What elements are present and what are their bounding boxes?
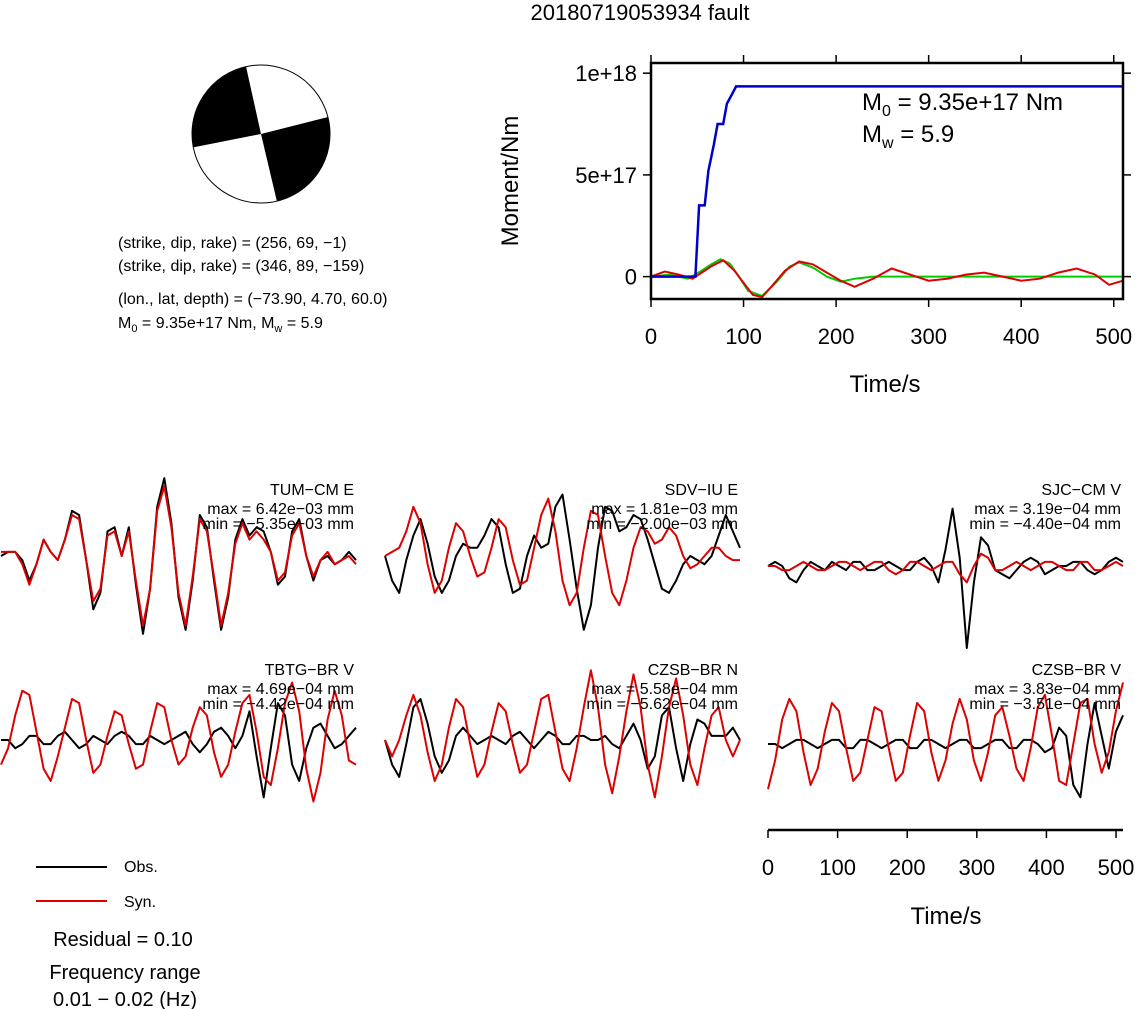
station-max: max = 3.83e−04 mm xyxy=(974,681,1121,698)
syn-trace xyxy=(1,485,357,627)
station-min: min = −3.51e−04 mm xyxy=(969,696,1121,713)
moment-x-tick-label: 100 xyxy=(725,324,762,349)
syn-trace xyxy=(767,682,1124,790)
moment-x-tick-label: 200 xyxy=(818,324,855,349)
moment-x-tick-label: 400 xyxy=(1003,324,1040,349)
moment-series xyxy=(650,85,1124,299)
station-min: min = −5.35e−03 mm xyxy=(202,516,354,533)
moment-axes: 0 100 200 300 400 500 0 5e+17 1e+18 xyxy=(575,55,1132,349)
waveform-x-tick-label: 100 xyxy=(819,855,856,880)
station-min: min = −2.00e−03 mm xyxy=(586,516,738,533)
info-nodal-plane-1: (strike, dip, rake) = (256, 69, −1) xyxy=(118,235,347,252)
beachball-quadrant-se xyxy=(261,116,330,203)
moment-x-axis-label: Time/s xyxy=(849,371,920,398)
moment-y-tick-label: 0 xyxy=(625,265,637,290)
station-label: CZSB−BR V xyxy=(1032,662,1122,679)
legend: Obs. Syn. Residual = 0.10 Frequency rang… xyxy=(36,859,201,1009)
waveform-time-axis: 0 100 200 300 400 500 xyxy=(762,828,1135,880)
syn-trace xyxy=(0,681,357,803)
moment-series-green xyxy=(650,258,1123,298)
station-max: max = 1.81e−03 mm xyxy=(591,501,738,518)
waveform-x-tick-label: 500 xyxy=(1098,855,1135,880)
obs-trace xyxy=(384,493,741,631)
station-label: CZSB−BR N xyxy=(648,662,738,679)
waveform-x-tick-label: 0 xyxy=(762,855,774,880)
moment-chart: 0 100 200 300 400 500 0 5e+17 1e+18 Time/s Momen… xyxy=(497,55,1132,398)
moment-annotation-m0: M0 = 9.35e+17 Nm xyxy=(862,89,1063,120)
moment-y-tick-label: 1e+18 xyxy=(575,61,637,86)
waveform-x-axis-label: Time/s xyxy=(910,903,981,930)
station-max: max = 5.58e−04 mm xyxy=(591,681,738,698)
syn-trace xyxy=(768,552,1124,584)
moment-y-axis-label: Moment/Nm xyxy=(497,116,524,247)
figure-title: 20180719053934 fault xyxy=(531,0,750,25)
station-max: max = 6.42e−03 mm xyxy=(207,501,354,518)
syn-trace xyxy=(384,497,740,607)
station-label: SDV−IU E xyxy=(665,482,738,499)
station-min: min = −5.62e−04 mm xyxy=(586,696,738,713)
station-label: TUM−CM E xyxy=(270,482,354,499)
beachball-diagram xyxy=(191,64,331,204)
obs-trace xyxy=(384,698,741,782)
residual-text: Residual = 0.10 xyxy=(53,929,193,951)
info-magnitude: M0 = 9.35e+17 Nm, Mw = 5.9 xyxy=(118,315,323,335)
mechanism-info: (strike, dip, rake) = (256, 69, −1) (str… xyxy=(118,235,388,335)
waveform-x-tick-label: 200 xyxy=(889,855,926,880)
info-location: (lon., lat, depth) = (−73.90, 4.70, 60.0… xyxy=(118,291,388,308)
frequency-range-value: 0.01 − 0.02 (Hz) xyxy=(53,989,197,1009)
obs-trace xyxy=(768,702,1124,799)
moment-x-tick-label: 0 xyxy=(645,324,657,349)
station-min: min = −4.40e−04 mm xyxy=(969,516,1121,533)
moment-series-cumulative xyxy=(651,85,1123,278)
moment-annotation-mw: Mw = 5.9 xyxy=(862,121,954,152)
moment-y-tick-label: 5e+17 xyxy=(575,163,637,188)
legend-obs-label: Obs. xyxy=(124,859,158,876)
frequency-range-label: Frequency range xyxy=(49,962,200,984)
syn-trace xyxy=(384,669,741,799)
waveform-x-tick-label: 300 xyxy=(958,855,995,880)
waveform-x-tick-label: 400 xyxy=(1028,855,1065,880)
info-nodal-plane-2: (strike, dip, rake) = (346, 89, −159) xyxy=(118,258,364,275)
station-max: max = 3.19e−04 mm xyxy=(974,501,1121,518)
obs-trace xyxy=(1,702,357,799)
station-min: min = −4.42e−04 mm xyxy=(202,696,354,713)
moment-x-tick-label: 300 xyxy=(910,324,947,349)
moment-chart-frame xyxy=(649,61,1125,301)
station-max: max = 4.69e−04 mm xyxy=(207,681,354,698)
moment-x-tick-label: 500 xyxy=(1095,324,1132,349)
legend-syn-label: Syn. xyxy=(124,894,156,911)
moment-series-red xyxy=(650,259,1124,299)
station-label: TBTG−BR V xyxy=(265,662,355,679)
beachball-outline xyxy=(191,64,331,204)
obs-trace xyxy=(767,507,1124,649)
station-label: SJC−CM V xyxy=(1041,482,1121,499)
